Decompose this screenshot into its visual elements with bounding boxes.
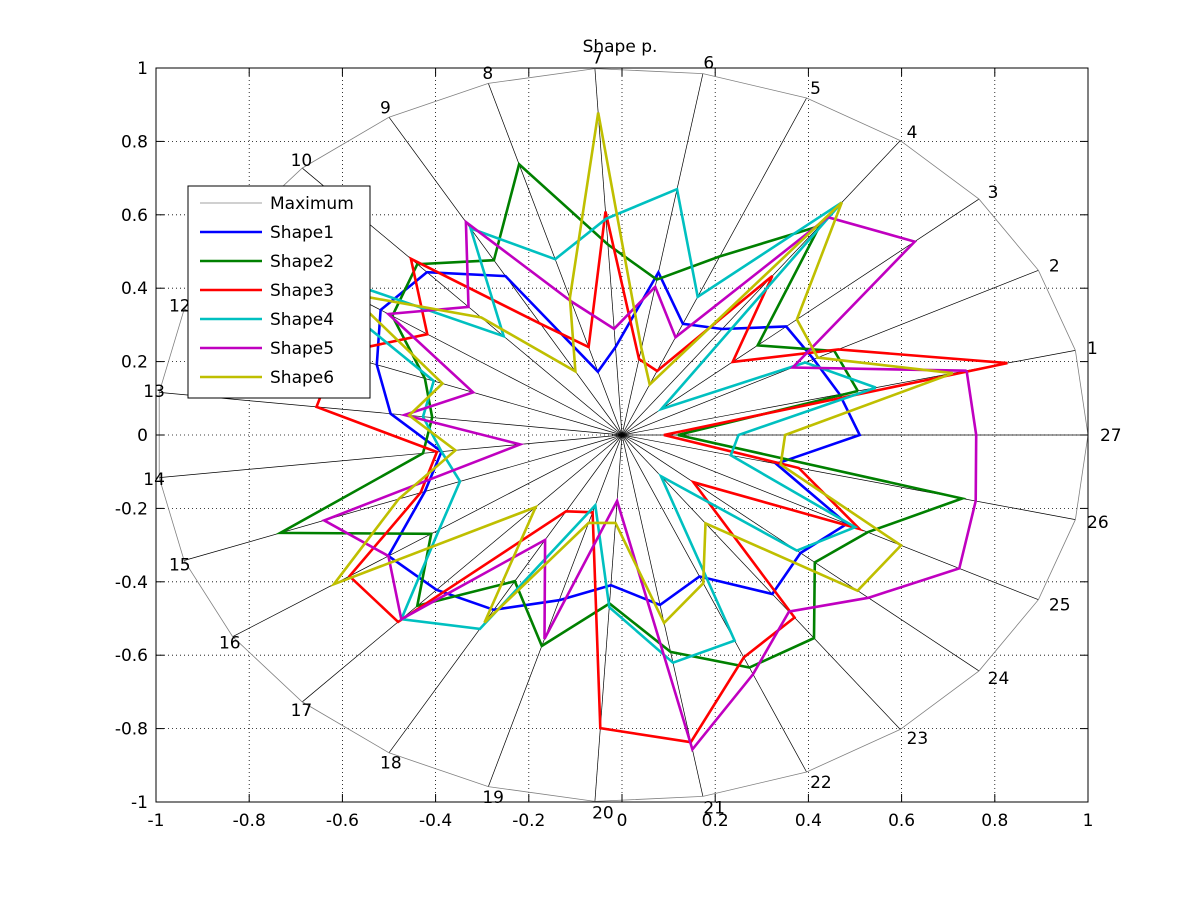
radar-spoke (159, 434, 623, 478)
x-tick-label: -0.8 (233, 811, 266, 831)
x-tick-label: 0 (617, 811, 628, 831)
y-tick-label: 0.4 (121, 279, 148, 299)
radar-spoke (232, 434, 623, 637)
radar-spoke (621, 434, 1076, 520)
y-tick-label: -1 (131, 793, 148, 813)
spoke-label: 18 (380, 753, 402, 773)
chart-legend: Maximum Shape1 Shape2 Shape3 Shape4 Shape5 Sha… (187, 185, 371, 399)
series-line-shape1 (375, 269, 862, 612)
spoke-label: 17 (291, 701, 313, 721)
spoke-label: 24 (988, 669, 1010, 689)
series-line-maximum (158, 68, 1089, 802)
spoke-label: 12 (169, 297, 191, 317)
radar-spoke (301, 434, 623, 703)
spoke-label: 22 (810, 773, 832, 793)
spoke-label: 20 (592, 803, 614, 823)
spoke-label: 5 (810, 79, 821, 99)
spoke-label: 4 (907, 123, 918, 143)
spoke-label: 13 (143, 382, 165, 402)
radar-spoke (184, 434, 623, 561)
x-tick-label: 0.8 (981, 811, 1008, 831)
spoke-label: 21 (703, 798, 725, 818)
radar-spoke (621, 434, 807, 773)
axis-ticks: -1-1 -0.8 -0.8 -0.6 -0.6 -0.4 -0.4 -0.2 -0.2 0 0 0.… (115, 59, 1094, 831)
spoke-label: 1 (1087, 339, 1098, 359)
radar-spoke (621, 434, 901, 730)
legend-label-shape6: Shape6 (270, 368, 334, 388)
radar-spoke (621, 97, 807, 436)
spoke-label: 15 (169, 555, 191, 575)
spoke-label: 3 (988, 183, 999, 203)
y-tick-label: 1 (137, 59, 148, 79)
radar-spoke (594, 68, 623, 436)
radar-spoke (488, 434, 623, 787)
x-tick-label: 0.4 (795, 811, 822, 831)
radar-series (158, 68, 1089, 802)
x-tick-label: 0.2 (702, 811, 729, 831)
radar-spoke (621, 73, 704, 436)
series-line-shape5 (321, 215, 978, 753)
x-tick-label: 0.6 (888, 811, 915, 831)
x-tick-label: -0.2 (512, 811, 545, 831)
legend-label-shape4: Shape4 (270, 310, 334, 330)
spoke-label: 19 (482, 788, 504, 808)
x-tick-label: -0.6 (326, 811, 359, 831)
series-line-shape6 (330, 112, 954, 626)
y-tick-label: -0.2 (115, 499, 148, 519)
y-tick-label: -0.6 (115, 646, 148, 666)
legend-label-shape3: Shape3 (270, 281, 334, 301)
y-tick-label: 0.2 (121, 353, 148, 373)
spoke-label: 14 (143, 470, 165, 490)
y-tick-label: -0.4 (115, 573, 148, 593)
radar-spoke (621, 434, 1039, 601)
legend-label-shape1: Shape1 (270, 223, 334, 243)
spoke-label: 16 (219, 634, 241, 654)
radar-spoke (388, 434, 623, 754)
x-tick-label: -1 (148, 811, 165, 831)
radar-spoke (621, 140, 901, 436)
y-tick-label: 0 (137, 426, 148, 446)
chart-title: Shape p. (583, 37, 658, 57)
y-tick-label: -0.8 (115, 720, 148, 740)
series-line-shape4 (286, 187, 877, 665)
y-tick-label: 0.6 (121, 206, 148, 226)
x-tick-label: -0.4 (419, 811, 452, 831)
spoke-label: 7 (592, 49, 603, 69)
legend-label-shape2: Shape2 (270, 252, 334, 272)
legend-label-shape5: Shape5 (270, 339, 334, 359)
series-line-shape2 (275, 161, 967, 669)
radar-spoke (621, 269, 1039, 436)
x-tick-label: 1 (1083, 811, 1094, 831)
spoke-label: 8 (482, 64, 493, 84)
radar-spoke (594, 434, 623, 802)
spoke-label: 10 (291, 151, 313, 171)
spoke-labels: 1234567891011121314151617181920212223242… (143, 49, 1121, 824)
legend-box (187, 185, 371, 399)
y-tick-label: 0.8 (121, 132, 148, 152)
spoke-label: 27 (1100, 426, 1122, 446)
spoke-label: 6 (703, 54, 714, 74)
spoke-label: 26 (1087, 513, 1109, 533)
radar-spoke (621, 198, 980, 436)
spoke-label: 23 (907, 729, 929, 749)
spoke-label: 9 (380, 99, 391, 119)
spoke-label: 2 (1049, 256, 1060, 276)
spoke-label: 25 (1049, 596, 1071, 616)
legend-label-maximum: Maximum (270, 194, 354, 214)
